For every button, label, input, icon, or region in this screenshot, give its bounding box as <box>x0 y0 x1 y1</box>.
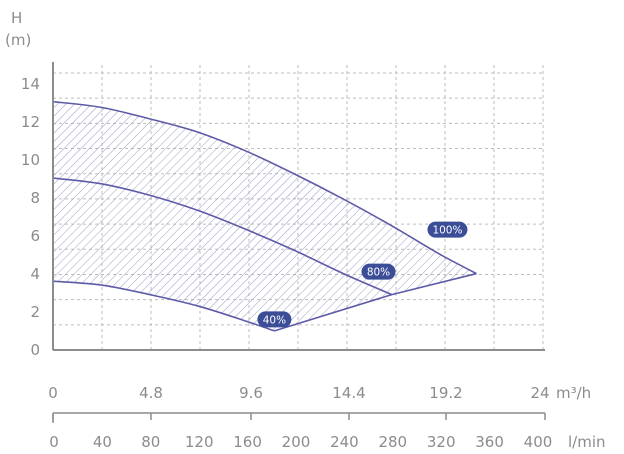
y-tick-label: 0 <box>30 341 40 359</box>
x-tick-label-lmin: 40 <box>93 433 112 451</box>
badge-100-label: 100% <box>432 225 462 237</box>
x-tick-label-m3h: 0 <box>48 384 58 402</box>
badge-80-label: 80% <box>367 267 390 279</box>
x-tick-label-lmin: 200 <box>282 433 311 451</box>
x-tick-label-lmin: 320 <box>427 433 456 451</box>
x-axis-unit-lmin: l/min <box>568 433 606 451</box>
performance-curves <box>52 100 477 332</box>
curve-80 <box>52 177 393 296</box>
y-tick-label: 12 <box>21 113 40 131</box>
x-tick-label-m3h: 14.4 <box>332 384 365 402</box>
curve-100 <box>52 100 477 275</box>
x-tick-label-m3h: 24 <box>530 384 549 402</box>
x-tick-labels-lmin: 0 40 80 120 160 200 240 280 320 360 400 <box>49 433 552 451</box>
x-tick-label-m3h: 19.2 <box>429 384 462 402</box>
x-tick-label-lmin: 400 <box>524 433 553 451</box>
operating-region <box>53 101 477 331</box>
badge-80-bg <box>361 263 396 280</box>
axes <box>52 62 546 423</box>
y-tick-label: 6 <box>30 227 40 245</box>
x-tick-label-lmin: 240 <box>330 433 359 451</box>
y-tick-label: 8 <box>30 189 40 207</box>
y-tick-label: 4 <box>30 265 40 283</box>
y-axis-title-unit: (m) <box>5 31 31 49</box>
x-tick-label-m3h: 9.6 <box>239 384 263 402</box>
x-tick-label-lmin: 0 <box>49 433 59 451</box>
x-tick-label-lmin: 160 <box>233 433 262 451</box>
curve-40 <box>52 280 275 332</box>
y-axis-title-h: H <box>11 9 22 27</box>
y-tick-labels: 0 2 4 6 8 10 12 14 <box>21 75 40 359</box>
y-tick-label: 10 <box>21 151 40 169</box>
badge-40-bg <box>257 311 292 328</box>
x-tick-label-lmin: 280 <box>378 433 407 451</box>
curve-labels: 100% 80% 40% <box>257 221 468 328</box>
curve-max-flow <box>274 272 477 332</box>
x-tick-label-lmin: 120 <box>185 433 214 451</box>
x-tick-label-lmin: 80 <box>141 433 160 451</box>
y-tick-label: 14 <box>21 75 40 93</box>
x-tick-label-lmin: 360 <box>475 433 504 451</box>
badge-100-bg <box>427 221 468 238</box>
x-axis-unit-m3h: m³/h <box>556 384 591 402</box>
x-tick-labels-m3h: 0 4.8 9.6 14.4 19.2 24 <box>48 384 549 402</box>
badge-40-label: 40% <box>263 314 286 326</box>
y-tick-label: 2 <box>30 303 40 321</box>
x-tick-label-m3h: 4.8 <box>139 384 163 402</box>
